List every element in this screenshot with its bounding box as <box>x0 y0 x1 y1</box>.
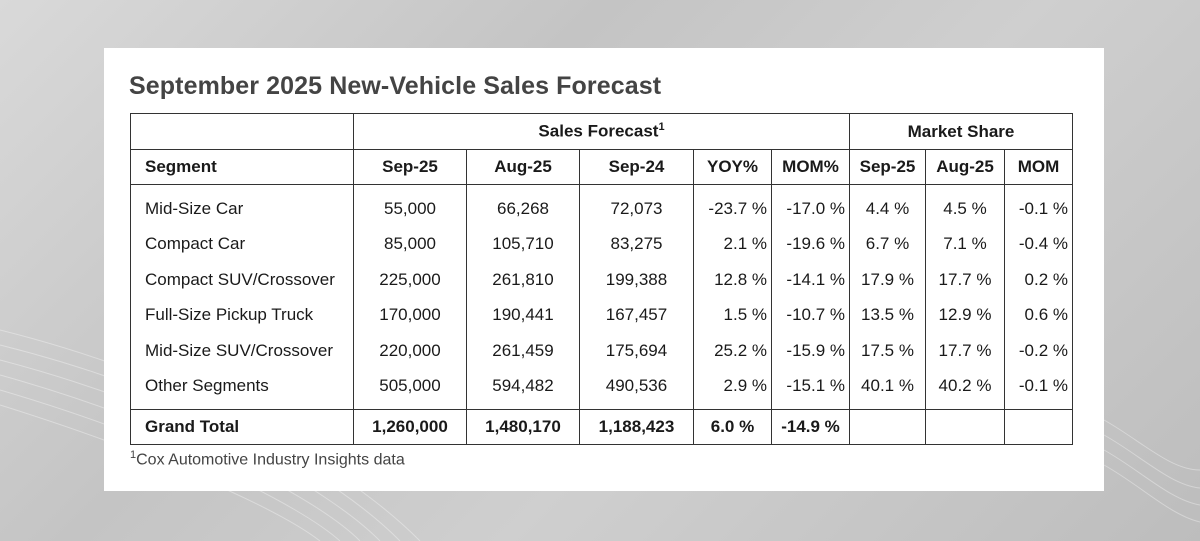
table-row: Mid-Size SUV/Crossover 220,000 261,459 1… <box>131 333 1073 369</box>
mom-pct-cell: -15.1 % <box>771 368 850 410</box>
share-mom-cell: -0.2 % <box>1004 333 1073 369</box>
sales-sep25-cell: 170,000 <box>353 297 467 333</box>
footnote: 1Cox Automotive Industry Insights data <box>130 449 405 469</box>
share-sep25-cell: 40.1 % <box>849 368 926 410</box>
sales-aug25-cell: 594,482 <box>466 368 580 410</box>
sales-sep24-cell: 490,536 <box>579 368 694 410</box>
mom-pct-cell: -14.1 % <box>771 262 850 298</box>
share-mom-cell: 0.2 % <box>1004 262 1073 298</box>
segment-cell: Compact Car <box>145 234 246 254</box>
share-mom-cell: 0.6 % <box>1004 297 1073 333</box>
sales-forecast-table: Sales Forecast1 Market Share Segment Sep… <box>130 113 1073 445</box>
sales-aug25-cell: 105,710 <box>466 226 580 262</box>
table-row: Full-Size Pickup Truck 170,000 190,441 1… <box>131 297 1073 333</box>
blank-header-cell <box>131 114 354 150</box>
mom-pct-cell: -15.9 % <box>771 333 850 369</box>
share-sep25-cell: 6.7 % <box>849 226 926 262</box>
sales-aug25-cell: 261,810 <box>466 262 580 298</box>
sales-sep24-cell: 83,275 <box>579 226 694 262</box>
segment-cell: Other Segments <box>145 376 269 396</box>
total-yoy-cell: 6.0 % <box>693 409 772 445</box>
grand-total-label: Grand Total <box>130 409 354 445</box>
mom-pct-cell: -10.7 % <box>771 297 850 333</box>
sales-sep25-cell: 55,000 <box>353 184 467 227</box>
total-sep24-cell: 1,188,423 <box>579 409 694 445</box>
mom-pct-cell: -17.0 % <box>771 184 850 227</box>
yoy-cell: -23.7 % <box>693 184 772 227</box>
share-sep25-cell: 17.9 % <box>849 262 926 298</box>
share-aug25-cell: 17.7 % <box>925 333 1005 369</box>
segment-cell: Full-Size Pickup Truck <box>145 305 314 325</box>
group-header-row: Sales Forecast1 Market Share <box>131 113 1073 150</box>
table-row: Compact SUV/Crossover 225,000 261,810 19… <box>131 262 1073 298</box>
footnote-marker: 1 <box>130 449 137 461</box>
table-row: Compact Car 85,000 105,710 83,275 2.1 % … <box>131 226 1073 262</box>
total-mom-cell: -14.9 % <box>771 409 850 445</box>
sales-sep25-cell: 225,000 <box>353 262 467 298</box>
col-header-sf-aug25: Aug-25 <box>466 149 580 185</box>
share-aug25-cell: 12.9 % <box>925 297 1005 333</box>
segment-cell: Mid-Size SUV/Crossover <box>145 340 333 360</box>
share-aug25-cell: 40.2 % <box>925 368 1005 410</box>
grand-total-row: Grand Total 1,260,000 1,480,170 1,188,42… <box>130 409 1073 445</box>
yoy-cell: 25.2 % <box>693 333 772 369</box>
sales-sep25-cell: 505,000 <box>353 368 467 410</box>
segment-cell: Compact SUV/Crossover <box>145 269 335 289</box>
footnote-marker: 1 <box>658 121 665 134</box>
sales-sep25-cell: 220,000 <box>353 333 467 369</box>
yoy-cell: 2.1 % <box>693 226 772 262</box>
mom-pct-cell: -19.6 % <box>771 226 850 262</box>
share-sep25-cell: 13.5 % <box>849 297 926 333</box>
sales-aug25-cell: 261,459 <box>466 333 580 369</box>
footnote-text: Cox Automotive Industry Insights data <box>136 451 405 469</box>
sales-sep24-cell: 72,073 <box>579 184 694 227</box>
col-header-yoy: YOY% <box>693 149 772 185</box>
share-sep25-cell: 4.4 % <box>849 184 926 227</box>
col-header-segment: Segment <box>130 149 354 185</box>
yoy-cell: 1.5 % <box>693 297 772 333</box>
share-sep25-cell: 17.5 % <box>849 333 926 369</box>
empty-cell <box>1004 409 1073 445</box>
sales-aug25-cell: 66,268 <box>466 184 580 227</box>
share-aug25-cell: 17.7 % <box>925 262 1005 298</box>
sales-sep25-cell: 85,000 <box>353 226 467 262</box>
table-row: Other Segments 505,000 594,482 490,536 2… <box>131 368 1073 410</box>
share-mom-cell: -0.4 % <box>1004 226 1073 262</box>
sales-sep24-cell: 167,457 <box>579 297 694 333</box>
col-header-mom-pct: MOM% <box>771 149 850 185</box>
total-sep25-cell: 1,260,000 <box>353 409 467 445</box>
table-row: Mid-Size Car 55,000 66,268 72,073 -23.7 … <box>130 184 1073 227</box>
sales-forecast-header: Sales Forecast1 <box>353 113 850 150</box>
col-header-ms-aug25: Aug-25 <box>925 149 1005 185</box>
sales-forecast-label: Sales Forecast <box>538 121 659 141</box>
yoy-cell: 2.9 % <box>693 368 772 410</box>
share-mom-cell: -0.1 % <box>1004 184 1073 227</box>
empty-cell <box>849 409 926 445</box>
share-mom-cell: -0.1 % <box>1004 368 1073 410</box>
market-share-header: Market Share <box>849 113 1073 150</box>
sales-aug25-cell: 190,441 <box>466 297 580 333</box>
forecast-card: September 2025 New-Vehicle Sales Forecas… <box>104 48 1104 491</box>
empty-cell <box>925 409 1005 445</box>
share-aug25-cell: 7.1 % <box>925 226 1005 262</box>
sales-sep24-cell: 175,694 <box>579 333 694 369</box>
col-header-ms-sep25: Sep-25 <box>849 149 926 185</box>
share-aug25-cell: 4.5 % <box>925 184 1005 227</box>
segment-cell: Mid-Size Car <box>145 198 244 218</box>
total-aug25-cell: 1,480,170 <box>466 409 580 445</box>
col-header-sf-sep25: Sep-25 <box>353 149 467 185</box>
column-header-row: Segment Sep-25 Aug-25 Sep-24 YOY% MOM% S… <box>130 149 1073 185</box>
yoy-cell: 12.8 % <box>693 262 772 298</box>
sales-sep24-cell: 199,388 <box>579 262 694 298</box>
col-header-ms-mom: MOM <box>1004 149 1073 185</box>
col-header-sf-sep24: Sep-24 <box>579 149 694 185</box>
page-title: September 2025 New-Vehicle Sales Forecas… <box>129 72 662 100</box>
